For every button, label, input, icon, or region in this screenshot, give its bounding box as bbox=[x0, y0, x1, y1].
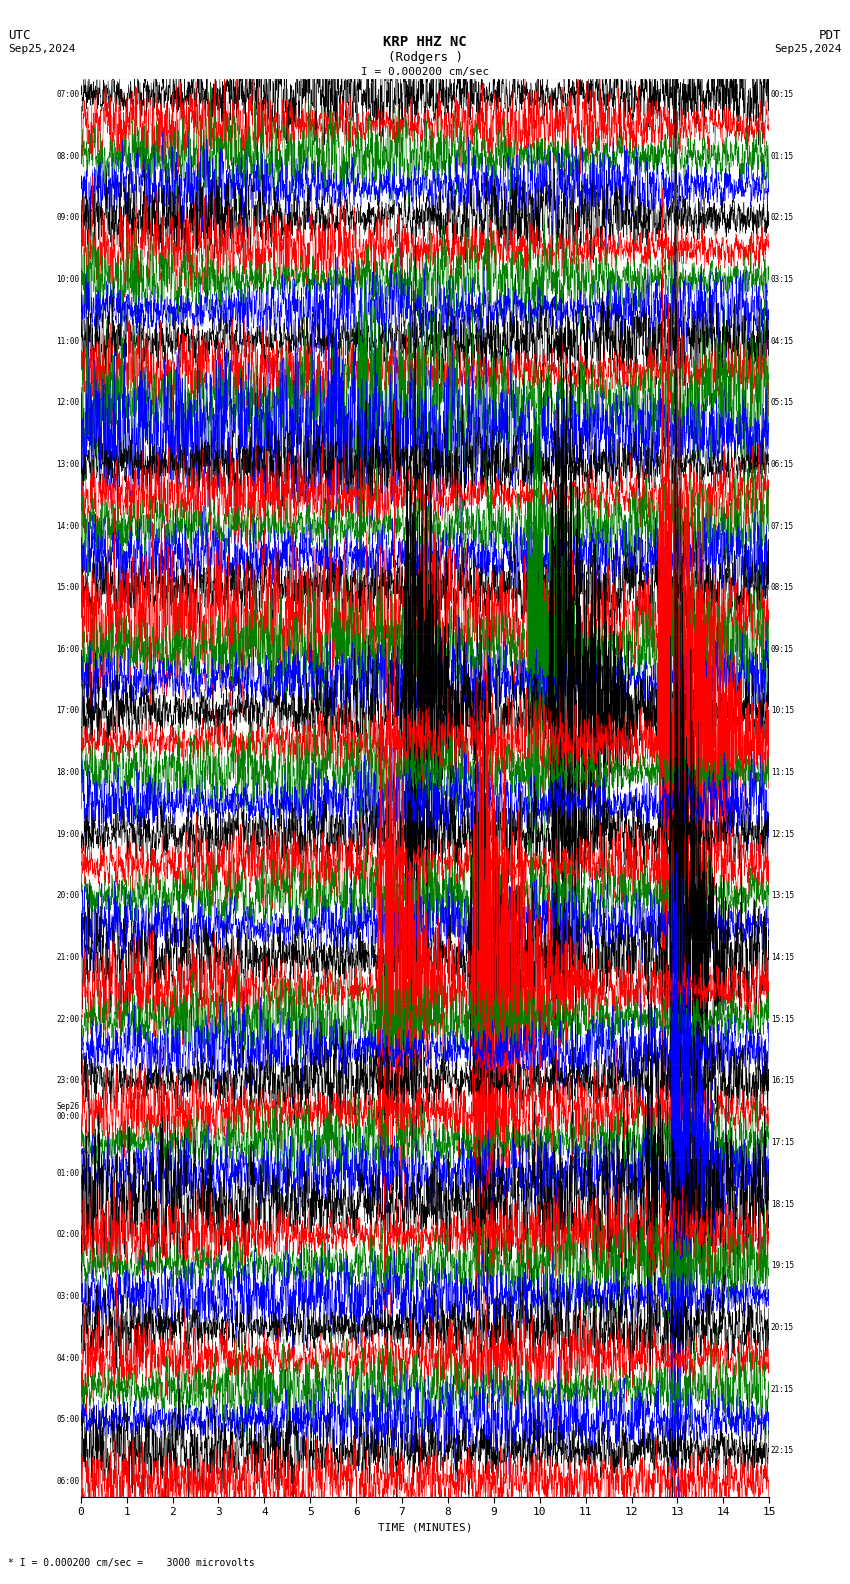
Text: 10:00: 10:00 bbox=[56, 276, 79, 284]
Text: 15:00: 15:00 bbox=[56, 583, 79, 592]
Text: 03:15: 03:15 bbox=[771, 276, 794, 284]
Text: 19:15: 19:15 bbox=[771, 1261, 794, 1270]
Text: 14:00: 14:00 bbox=[56, 521, 79, 531]
Text: PDT: PDT bbox=[819, 29, 842, 41]
Text: 13:15: 13:15 bbox=[771, 892, 794, 900]
Text: 22:15: 22:15 bbox=[771, 1446, 794, 1456]
Text: 04:15: 04:15 bbox=[771, 337, 794, 345]
Text: 12:00: 12:00 bbox=[56, 398, 79, 407]
Text: 17:15: 17:15 bbox=[771, 1137, 794, 1147]
Text: 06:00: 06:00 bbox=[56, 1476, 79, 1486]
Text: 11:15: 11:15 bbox=[771, 768, 794, 778]
Text: 06:15: 06:15 bbox=[771, 459, 794, 469]
X-axis label: TIME (MINUTES): TIME (MINUTES) bbox=[377, 1522, 473, 1533]
Text: (Rodgers ): (Rodgers ) bbox=[388, 51, 462, 63]
Text: 10:15: 10:15 bbox=[771, 706, 794, 716]
Text: 18:00: 18:00 bbox=[56, 768, 79, 778]
Text: 18:15: 18:15 bbox=[771, 1199, 794, 1209]
Text: 19:00: 19:00 bbox=[56, 830, 79, 840]
Text: * I = 0.000200 cm/sec =    3000 microvolts: * I = 0.000200 cm/sec = 3000 microvolts bbox=[8, 1559, 255, 1568]
Text: 07:15: 07:15 bbox=[771, 521, 794, 531]
Text: 01:00: 01:00 bbox=[56, 1169, 79, 1178]
Text: 20:15: 20:15 bbox=[771, 1323, 794, 1332]
Text: 15:15: 15:15 bbox=[771, 1015, 794, 1023]
Text: 03:00: 03:00 bbox=[56, 1293, 79, 1300]
Text: 02:15: 02:15 bbox=[771, 214, 794, 222]
Text: 17:00: 17:00 bbox=[56, 706, 79, 716]
Text: I = 0.000200 cm/sec: I = 0.000200 cm/sec bbox=[361, 67, 489, 76]
Text: 08:15: 08:15 bbox=[771, 583, 794, 592]
Text: 05:15: 05:15 bbox=[771, 398, 794, 407]
Text: UTC: UTC bbox=[8, 29, 31, 41]
Text: 08:00: 08:00 bbox=[56, 152, 79, 160]
Text: Sep26
00:00: Sep26 00:00 bbox=[56, 1102, 79, 1121]
Text: 21:00: 21:00 bbox=[56, 954, 79, 961]
Text: 20:00: 20:00 bbox=[56, 892, 79, 900]
Text: 04:00: 04:00 bbox=[56, 1354, 79, 1362]
Text: 02:00: 02:00 bbox=[56, 1231, 79, 1239]
Text: 09:00: 09:00 bbox=[56, 214, 79, 222]
Text: 14:15: 14:15 bbox=[771, 954, 794, 961]
Text: Sep25,2024: Sep25,2024 bbox=[774, 44, 842, 54]
Text: 13:00: 13:00 bbox=[56, 459, 79, 469]
Text: 16:15: 16:15 bbox=[771, 1076, 794, 1085]
Text: 21:15: 21:15 bbox=[771, 1384, 794, 1394]
Text: Sep25,2024: Sep25,2024 bbox=[8, 44, 76, 54]
Text: 11:00: 11:00 bbox=[56, 337, 79, 345]
Text: 23:00: 23:00 bbox=[56, 1076, 79, 1085]
Text: 00:15: 00:15 bbox=[771, 90, 794, 100]
Text: 09:15: 09:15 bbox=[771, 645, 794, 654]
Text: 07:00: 07:00 bbox=[56, 90, 79, 100]
Text: 05:00: 05:00 bbox=[56, 1416, 79, 1424]
Text: KRP HHZ NC: KRP HHZ NC bbox=[383, 35, 467, 49]
Text: 01:15: 01:15 bbox=[771, 152, 794, 160]
Text: 22:00: 22:00 bbox=[56, 1015, 79, 1023]
Text: 16:00: 16:00 bbox=[56, 645, 79, 654]
Text: 12:15: 12:15 bbox=[771, 830, 794, 840]
